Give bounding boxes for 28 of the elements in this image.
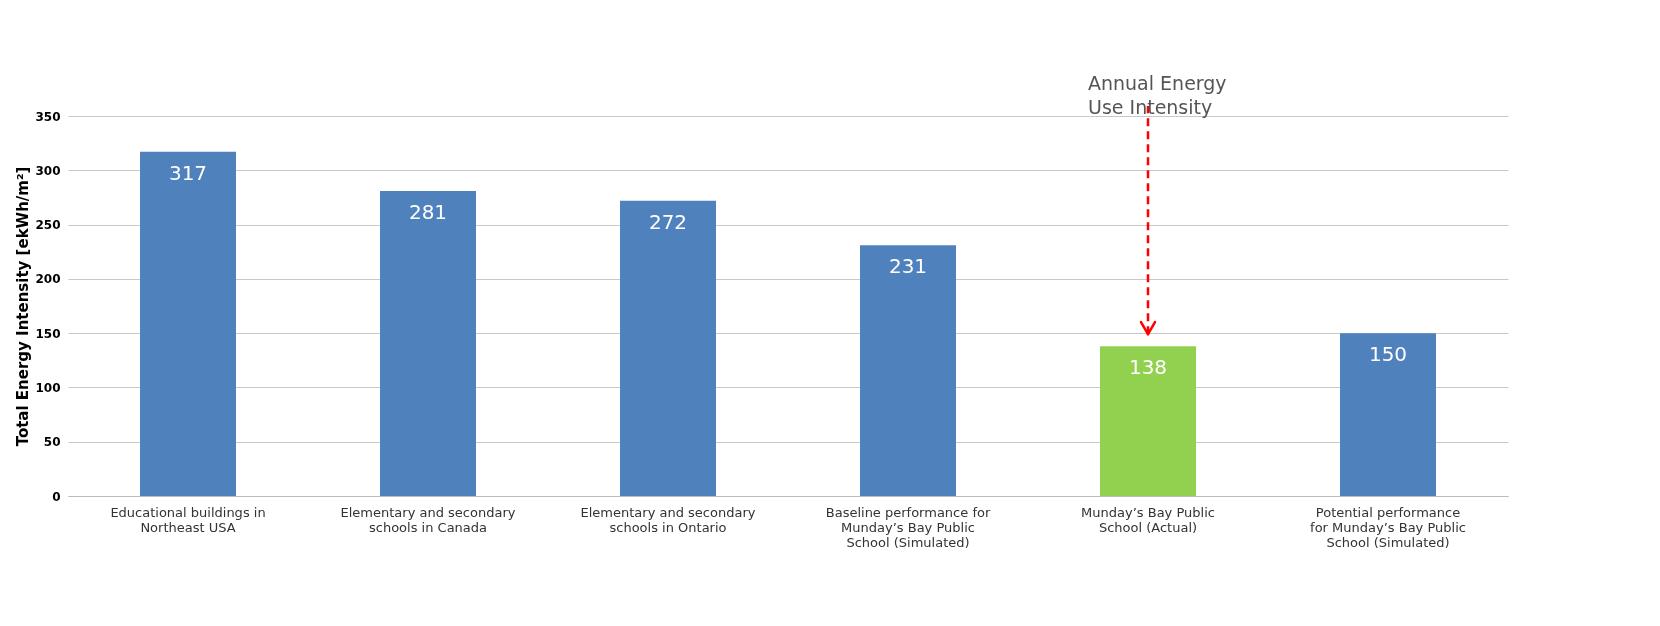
- data-label: 138: [1128, 355, 1168, 380]
- y-tick-label: 200: [35, 272, 61, 287]
- x-tick-label: Potential performance for Munday’s Bay Public School (Simulated): [1310, 504, 1466, 550]
- data-label: 281: [408, 199, 448, 224]
- y-tick-label: 150: [35, 326, 61, 341]
- bar: [380, 190, 476, 496]
- bar: [1340, 333, 1436, 496]
- y-axis-title: Total Energy Intensity [ekWh/m²]: [14, 166, 33, 447]
- y-tick-label: 250: [35, 218, 61, 233]
- x-tick-label: Baseline performance for Munday’s Bay Public School (Simulated): [825, 504, 991, 550]
- bar: [1100, 346, 1196, 496]
- bar: [620, 200, 716, 496]
- x-tick-label: Elementary and secondary schools in Ontario: [580, 504, 756, 535]
- y-tick-label: 0: [52, 489, 61, 504]
- y-tick-label: 300: [35, 163, 61, 178]
- x-tick-label: Educational buildings in Northeast USA: [110, 504, 266, 535]
- y-tick-label: 350: [35, 109, 61, 124]
- bar: [140, 151, 236, 496]
- annotation: Annual Energy Use Intensity: [1088, 72, 1227, 118]
- x-tick-label: Elementary and secondary schools in Canada: [340, 504, 516, 535]
- data-label: 150: [1368, 342, 1408, 367]
- y-tick-label: 100: [35, 380, 61, 395]
- bar: [860, 245, 956, 496]
- data-label: 231: [888, 254, 928, 279]
- data-label: 317: [168, 160, 208, 185]
- data-label: 272: [648, 209, 688, 234]
- y-tick-label: 50: [43, 435, 61, 450]
- x-tick-label: Munday’s Bay Public School (Actual): [1081, 504, 1215, 535]
